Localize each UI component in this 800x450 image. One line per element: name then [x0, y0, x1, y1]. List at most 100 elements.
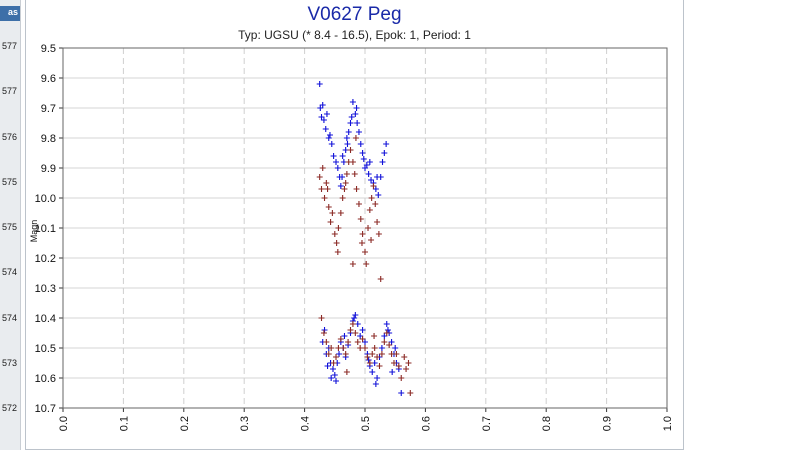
- data-point: [323, 111, 330, 117]
- x-tick-label: 0.1: [118, 416, 130, 431]
- data-point: [353, 105, 360, 111]
- left-value: 574: [1, 313, 17, 323]
- data-point: [374, 354, 381, 360]
- data-point: [363, 162, 370, 168]
- x-tick-label: 0.6: [420, 416, 432, 431]
- data-point: [359, 336, 366, 342]
- data-point: [355, 201, 362, 207]
- data-point: [352, 135, 359, 141]
- data-point: [395, 363, 402, 369]
- data-point: [374, 174, 381, 180]
- data-point: [359, 150, 366, 156]
- data-point: [354, 339, 361, 345]
- data-point: [321, 195, 328, 201]
- data-point: [349, 159, 356, 165]
- data-point: [352, 312, 359, 318]
- data-point: [351, 171, 358, 177]
- data-point: [337, 210, 344, 216]
- data-point: [333, 159, 340, 165]
- data-point: [355, 129, 362, 135]
- data-point: [337, 336, 344, 342]
- y-tick-label: 10.1: [35, 223, 56, 235]
- data-point: [376, 363, 383, 369]
- data-point: [342, 351, 349, 357]
- data-point: [362, 345, 368, 351]
- y-tick-label: 9.5: [41, 43, 56, 55]
- data-point: [370, 183, 377, 189]
- data-point: [333, 378, 340, 384]
- y-tick-label: 10.3: [35, 283, 56, 295]
- data-point: [345, 339, 352, 345]
- data-point: [398, 390, 405, 396]
- data-point: [349, 321, 356, 327]
- chart-axes: 9.5 9.6 9.7 9.8 9.9 10.0 10.1 10.2 10.3 10.4 10.5 1…: [35, 43, 674, 431]
- data-point: [398, 375, 405, 381]
- data-point: [327, 219, 334, 225]
- data-point: [339, 195, 346, 201]
- data-point: [366, 360, 373, 366]
- data-point: [343, 369, 350, 375]
- data-point: [330, 360, 337, 366]
- data-point: [319, 165, 326, 171]
- data-point: [341, 333, 348, 339]
- data-point: [344, 141, 351, 147]
- data-point: [374, 219, 381, 225]
- data-point: [318, 315, 325, 321]
- data-point: [347, 327, 354, 333]
- x-tick-label: 0.5: [360, 416, 372, 431]
- y-tick-label: 10.4: [35, 313, 56, 325]
- chart-series: [316, 81, 414, 396]
- data-point: [381, 150, 388, 156]
- data-point: [378, 351, 385, 357]
- x-tick-label: 0.2: [179, 416, 191, 431]
- data-point: [318, 186, 325, 192]
- data-point: [369, 351, 376, 357]
- x-tick-label: 1.0: [662, 416, 674, 431]
- data-point: [375, 231, 382, 237]
- chart-subtitle: Typ: UGSU (* 8.4 - 16.5), Epok: 1, Perio…: [238, 28, 471, 42]
- data-point: [349, 99, 356, 105]
- left-column-header[interactable]: as: [0, 6, 20, 21]
- data-point: [359, 327, 366, 333]
- data-point: [378, 345, 385, 351]
- data-point: [371, 345, 378, 351]
- data-point: [336, 351, 343, 357]
- data-point: [379, 159, 386, 165]
- data-point: [372, 381, 379, 387]
- left-value: 577: [1, 86, 17, 96]
- data-point: [353, 186, 360, 192]
- data-point: [343, 135, 350, 141]
- data-point: [322, 126, 329, 132]
- data-point: [316, 81, 323, 87]
- y-tick-label: 9.6: [41, 73, 56, 85]
- y-tick-label: 10.6: [35, 373, 56, 385]
- data-point: [371, 333, 378, 339]
- data-point: [324, 363, 331, 369]
- data-point: [365, 171, 372, 177]
- data-point: [360, 156, 367, 162]
- data-point: [389, 369, 396, 375]
- y-tick-label: 10.0: [35, 193, 56, 205]
- chart-title: V0627 Peg: [307, 4, 402, 25]
- data-point: [333, 354, 340, 360]
- data-point: [368, 237, 375, 243]
- x-tick-label: 0.0: [58, 416, 70, 431]
- data-point: [348, 114, 355, 120]
- data-point: [347, 147, 354, 153]
- data-point: [321, 327, 328, 333]
- data-point: [316, 174, 323, 180]
- data-point: [359, 231, 366, 237]
- data-point: [349, 261, 356, 267]
- left-value: 576: [1, 132, 17, 142]
- left-value: 574: [1, 267, 17, 277]
- data-point: [354, 120, 361, 126]
- y-tick-label: 9.8: [41, 133, 56, 145]
- x-tick-label: 0.8: [541, 416, 553, 431]
- left-data-column: as 577 577 576 575 575 574 574 573 572: [0, 0, 21, 450]
- data-point: [323, 180, 330, 186]
- y-tick-label: 10.7: [35, 403, 56, 415]
- data-point: [331, 231, 338, 237]
- data-point: [374, 375, 381, 381]
- data-point: [345, 129, 352, 135]
- x-tick-label: 0.9: [602, 416, 614, 431]
